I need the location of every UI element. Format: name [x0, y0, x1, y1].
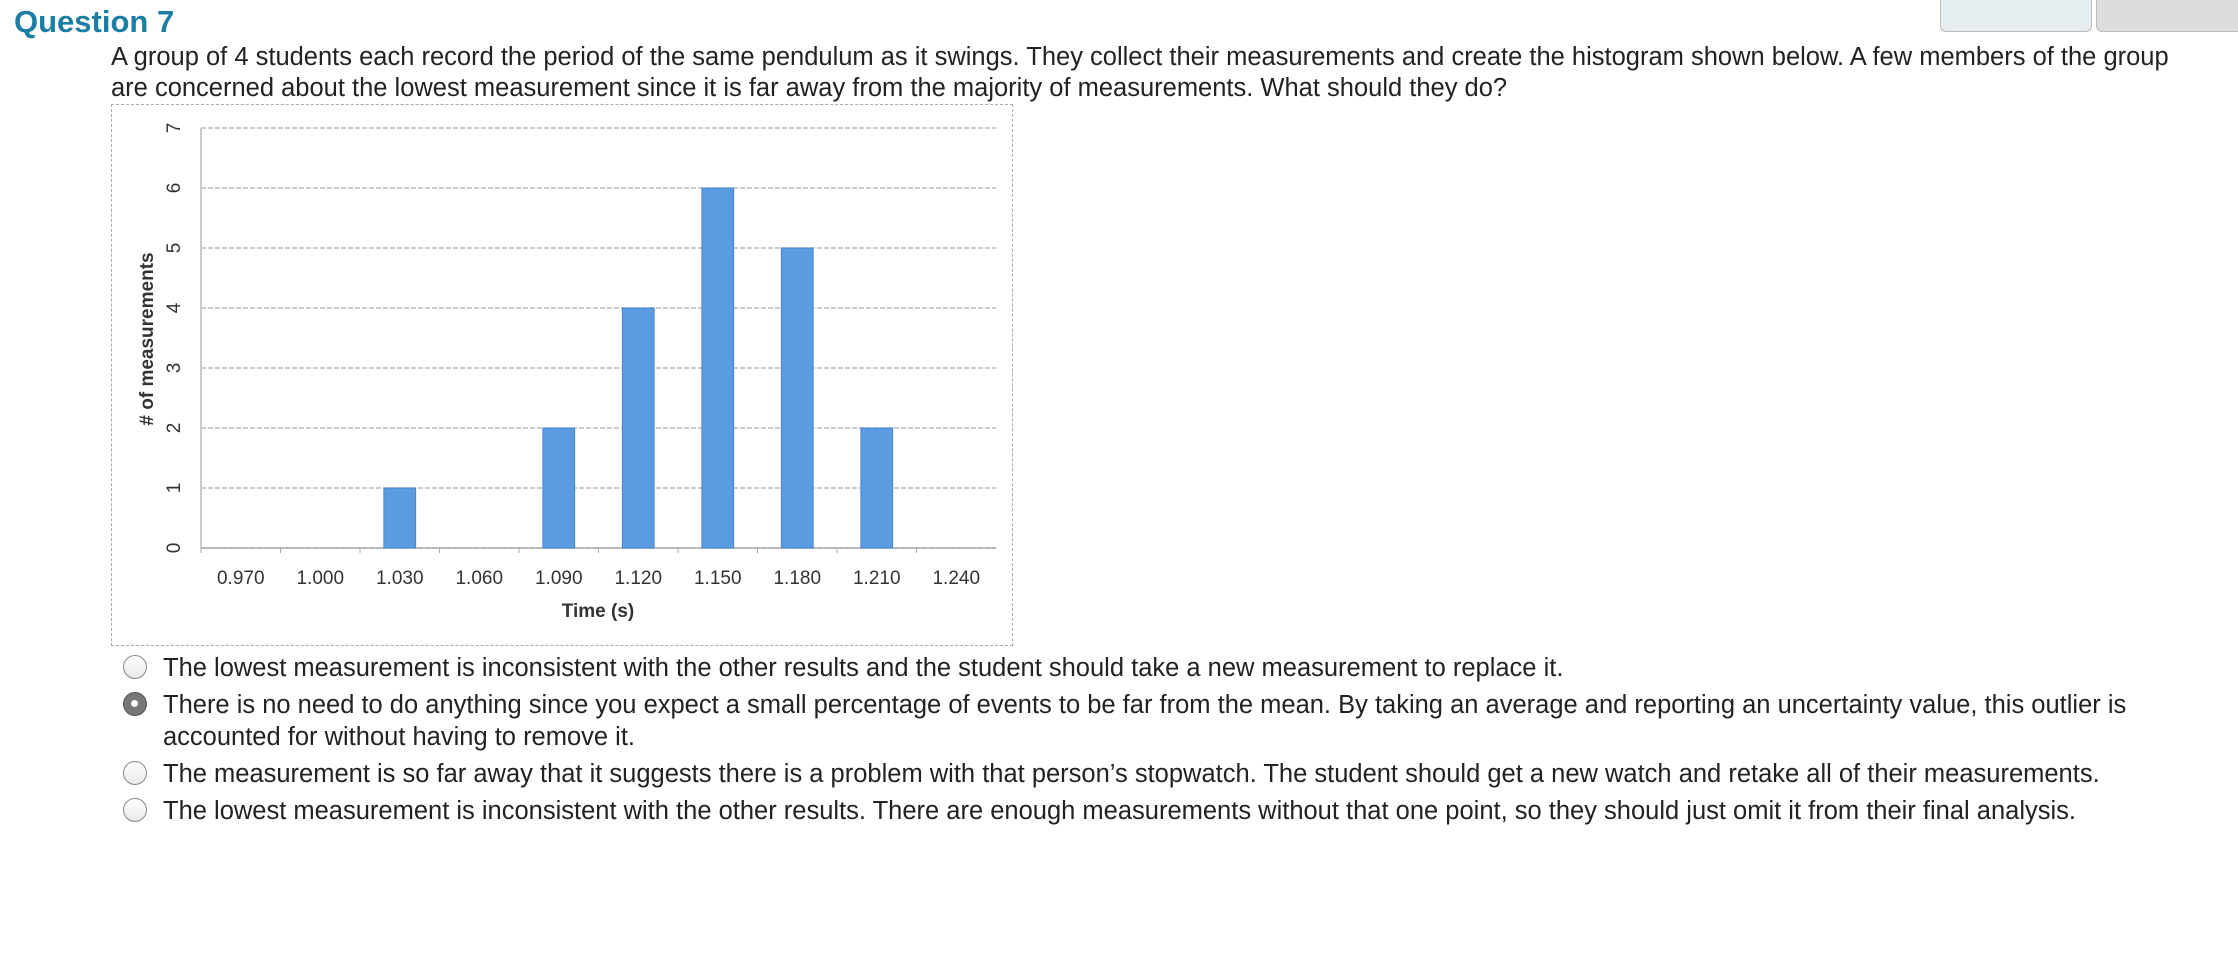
y-tick-label: 3 — [164, 363, 185, 374]
radio-button[interactable] — [123, 692, 147, 716]
x-tick-label: 1.180 — [773, 568, 821, 589]
y-tick-label: 6 — [164, 183, 185, 194]
y-tick-label: 1 — [164, 483, 185, 494]
y-axis-label: # of measurements — [137, 252, 158, 425]
y-tick-label: 4 — [164, 302, 185, 313]
chart-box: Time (s) # of measurements 0 1 2 3 4 5 6 7 0.970… — [111, 104, 1013, 646]
bar — [780, 247, 814, 549]
x-tick-label: 0.970 — [217, 568, 265, 589]
bar — [860, 427, 894, 549]
y-tick-label: 2 — [164, 423, 185, 434]
option-text: The lowest measurement is inconsistent w… — [163, 654, 1564, 682]
points-tab — [1940, 0, 2092, 32]
y-tick-label: 5 — [164, 243, 185, 254]
y-tick-label: 0 — [164, 543, 185, 554]
option-text: The lowest measurement is inconsistent w… — [163, 797, 2076, 825]
option-text: There is no need to do anything since yo… — [163, 691, 2127, 751]
option[interactable]: The measurement is so far away that it s… — [120, 758, 2230, 790]
bar — [383, 487, 417, 549]
chart: Time (s) # of measurements 0 1 2 3 4 5 6 7 0.970… — [137, 123, 996, 622]
bar — [621, 307, 655, 549]
radio-button[interactable] — [123, 761, 147, 785]
x-tick-label: 1.210 — [853, 568, 901, 589]
option[interactable]: The lowest measurement is inconsistent w… — [120, 652, 2230, 684]
x-tick-label: 1.240 — [932, 568, 980, 589]
radio-button[interactable] — [123, 798, 147, 822]
bar — [701, 187, 735, 549]
x-tick-label: 1.030 — [376, 568, 424, 589]
x-tick-label: 1.120 — [614, 568, 662, 589]
x-tick-label: 1.150 — [694, 568, 742, 589]
saved-button[interactable] — [2096, 0, 2238, 32]
x-tick-label: 1.090 — [535, 568, 583, 589]
options: The lowest measurement is inconsistent w… — [120, 652, 2230, 832]
radio-button[interactable] — [123, 655, 147, 679]
question-title: Question 7 — [14, 4, 175, 39]
x-tick-label: 1.000 — [296, 568, 344, 589]
option[interactable]: There is no need to do anything since yo… — [120, 689, 2230, 753]
bar — [542, 427, 576, 549]
y-tick-label: 7 — [164, 123, 185, 134]
option[interactable]: The lowest measurement is inconsistent w… — [120, 795, 2230, 827]
x-axis-label: Time (s) — [562, 601, 635, 622]
option-text: The measurement is so far away that it s… — [163, 760, 2100, 788]
x-tick-label: 1.060 — [455, 568, 503, 589]
question-text: A group of 4 students each record the pe… — [111, 43, 2169, 102]
